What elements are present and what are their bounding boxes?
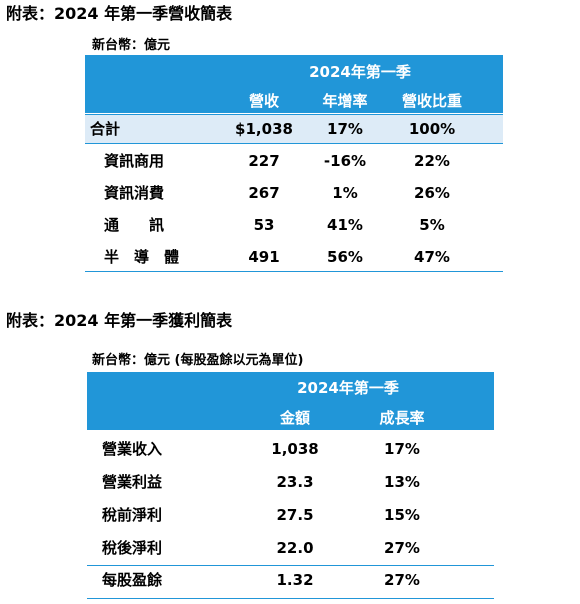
header: 營收比重	[401, 92, 463, 110]
cell: 17%	[384, 440, 420, 458]
header-bg	[85, 55, 503, 113]
period: 2024年第一季	[297, 379, 399, 397]
total-bg	[85, 115, 503, 143]
header: 金額	[279, 409, 311, 427]
rule	[85, 114, 503, 115]
row-label: 通 訊	[104, 216, 165, 234]
cell: 227	[248, 152, 280, 170]
row-label: 半 導 體	[104, 248, 180, 266]
unit: 新台幣：億元	[92, 38, 171, 53]
cell: 100%	[408, 120, 456, 138]
row-label: 資訊消費	[104, 184, 165, 202]
cell: 26%	[414, 184, 450, 202]
cell: 41%	[327, 216, 363, 234]
cell: 1%	[332, 184, 358, 202]
cell: 23.3	[276, 473, 314, 491]
row-label: 營業利益	[102, 473, 163, 491]
row-label: 稅後淨利	[102, 539, 163, 557]
period: 2024年第一季	[309, 63, 411, 81]
cell: 27%	[384, 539, 420, 557]
cell: 17%	[327, 120, 363, 138]
row-label: 稅前淨利	[102, 506, 163, 524]
cell: 27%	[384, 571, 420, 589]
header: 營收	[248, 92, 280, 110]
cell: 22.0	[276, 539, 314, 557]
cell: -16%	[323, 152, 367, 170]
cell: 267	[248, 184, 280, 202]
cell: $1,038	[235, 120, 293, 138]
cell: 47%	[414, 248, 450, 266]
cell: 5%	[419, 216, 445, 234]
cell: 491	[248, 248, 280, 266]
rule	[87, 598, 494, 599]
cell: 1,038	[271, 440, 319, 458]
header: 成長率	[379, 409, 425, 427]
row-label: 營業收入	[102, 440, 163, 458]
cell: 53	[253, 216, 275, 234]
header-bg	[87, 372, 494, 430]
row-label: 每股盈餘	[102, 571, 163, 589]
cell: 56%	[327, 248, 363, 266]
rule	[85, 143, 503, 144]
title: 附表：2024 年第一季營收簡表	[6, 4, 233, 23]
title: 附表：2024 年第一季獲利簡表	[6, 311, 233, 330]
rule	[85, 271, 503, 272]
cell: 15%	[384, 506, 420, 524]
unit: 新台幣：億元 (每股盈餘以元為單位)	[92, 353, 304, 368]
row-label: 合計	[90, 120, 121, 138]
cell: 1.32	[276, 571, 314, 589]
cell: 13%	[384, 473, 420, 491]
header: 年增率	[322, 92, 368, 110]
cell: 27.5	[276, 506, 314, 524]
cell: 22%	[414, 152, 450, 170]
rule	[87, 565, 494, 566]
row-label: 資訊商用	[104, 152, 165, 170]
